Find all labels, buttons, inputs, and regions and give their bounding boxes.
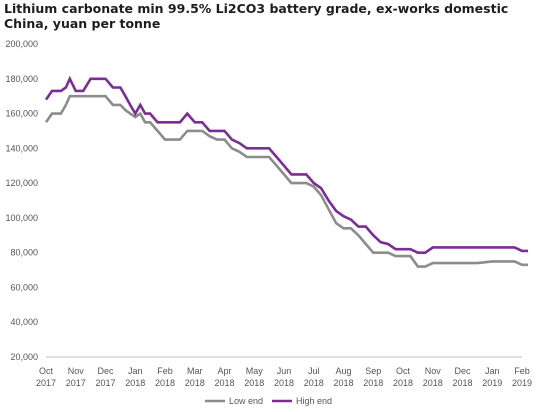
x-tick-label-year: 2018 (155, 378, 175, 388)
x-tick-label-year: 2018 (274, 378, 294, 388)
x-tick-label-year: 2018 (452, 378, 472, 388)
x-tick-label-year: 2018 (393, 378, 413, 388)
y-tick-label: 20,000 (10, 352, 38, 362)
x-tick-label-year: 2018 (244, 378, 264, 388)
series-line-low-end (44, 94, 528, 268)
x-tick-label-year: 2018 (333, 378, 353, 388)
x-tick-label-year: 2018 (125, 378, 145, 388)
x-tick-label-month: Dec (97, 366, 114, 376)
x-tick-label-year: 2017 (36, 378, 56, 388)
x-tick-label-month: May (246, 366, 264, 376)
x-tick-label-year: 2018 (304, 378, 324, 388)
y-tick-label: 100,000 (5, 213, 38, 223)
x-tick-label-month: Jan (485, 366, 500, 376)
y-tick-label: 160,000 (5, 109, 38, 119)
y-tick-label: 120,000 (5, 178, 38, 188)
x-tick-label-year: 2018 (214, 378, 234, 388)
x-tick-label-month: Nov (68, 366, 85, 376)
x-tick-label-month: Nov (425, 366, 442, 376)
x-tick-label-year: 2019 (512, 378, 532, 388)
x-tick-label-month: Jun (277, 366, 292, 376)
x-tick-label-year: 2017 (66, 378, 86, 388)
x-tick-label-month: Apr (217, 366, 231, 376)
x-tick-label-year: 2019 (482, 378, 502, 388)
legend-label-high-end: High end (296, 396, 332, 406)
legend-label-low-end: Low end (229, 396, 263, 406)
x-tick-label-month: Feb (514, 366, 530, 376)
x-tick-label-month: Jan (128, 366, 143, 376)
y-tick-label: 200,000 (5, 39, 38, 49)
chart-title: Lithium carbonate min 99.5% Li2CO3 batte… (4, 1, 509, 31)
x-tick-label-year: 2017 (95, 378, 115, 388)
x-tick-label-year: 2018 (363, 378, 383, 388)
x-tick-label-year: 2018 (185, 378, 205, 388)
x-tick-label-month: Sep (365, 366, 381, 376)
x-tick-label-month: Dec (454, 366, 471, 376)
x-tick-label-month: Aug (335, 366, 351, 376)
y-tick-label: 180,000 (5, 74, 38, 84)
x-tick-label-month: Oct (39, 366, 54, 376)
y-tick-label: 140,000 (5, 143, 38, 153)
x-tick-label-month: Oct (396, 366, 411, 376)
x-tick-label-month: Jul (308, 366, 320, 376)
y-tick-label: 60,000 (10, 282, 38, 292)
series-line-high-end (44, 75, 528, 254)
y-tick-label: 40,000 (10, 317, 38, 327)
x-tick-label-month: Feb (157, 366, 173, 376)
x-tick-label-month: Mar (187, 366, 203, 376)
y-tick-label: 80,000 (10, 248, 38, 258)
x-tick-label-year: 2018 (423, 378, 443, 388)
